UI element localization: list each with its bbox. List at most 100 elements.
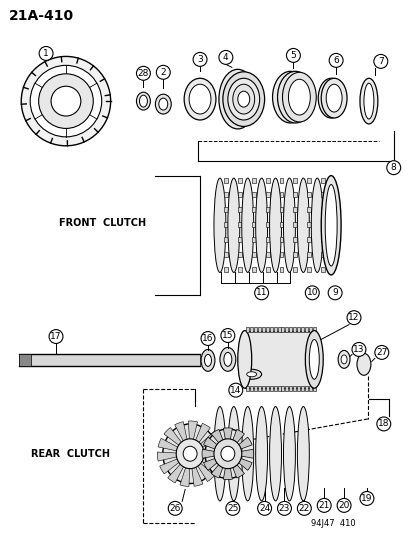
Text: 94J47  410: 94J47 410: [311, 519, 355, 528]
Text: 27: 27: [375, 348, 387, 357]
Bar: [223, 192, 227, 197]
Bar: [279, 207, 283, 212]
Bar: [285, 386, 288, 391]
Wedge shape: [164, 427, 190, 454]
Text: 5: 5: [290, 51, 296, 60]
Text: FRONT  CLUTCH: FRONT CLUTCH: [59, 219, 146, 228]
Ellipse shape: [297, 178, 309, 272]
Wedge shape: [188, 421, 197, 454]
Bar: [320, 267, 325, 272]
Circle shape: [328, 286, 341, 300]
Ellipse shape: [241, 178, 253, 272]
Wedge shape: [203, 437, 227, 454]
Ellipse shape: [283, 178, 295, 272]
Bar: [320, 177, 325, 183]
Bar: [245, 327, 248, 332]
Circle shape: [192, 52, 206, 66]
Bar: [277, 327, 280, 332]
Ellipse shape: [246, 372, 256, 377]
Bar: [253, 386, 256, 391]
Ellipse shape: [214, 407, 225, 501]
Ellipse shape: [340, 355, 346, 364]
Text: 23: 23: [278, 504, 290, 513]
Text: 1: 1: [43, 49, 49, 58]
Text: 20: 20: [337, 501, 349, 510]
Ellipse shape: [21, 56, 110, 146]
Bar: [223, 267, 227, 272]
Bar: [320, 222, 325, 227]
Bar: [251, 222, 255, 227]
Wedge shape: [190, 454, 221, 472]
Ellipse shape: [255, 178, 267, 272]
Circle shape: [225, 502, 239, 515]
Ellipse shape: [325, 184, 336, 266]
Bar: [320, 237, 325, 242]
Wedge shape: [223, 428, 232, 454]
Text: 28: 28: [138, 69, 149, 78]
Text: 18: 18: [377, 419, 389, 429]
Bar: [265, 267, 269, 272]
Ellipse shape: [30, 66, 102, 137]
Ellipse shape: [204, 429, 250, 479]
Wedge shape: [227, 437, 252, 454]
Circle shape: [257, 502, 271, 515]
Wedge shape: [157, 452, 190, 461]
Ellipse shape: [136, 92, 150, 110]
Bar: [244, 330, 313, 388]
Ellipse shape: [214, 178, 225, 272]
Circle shape: [39, 46, 53, 60]
Ellipse shape: [277, 71, 313, 123]
Ellipse shape: [223, 352, 231, 366]
Bar: [293, 237, 297, 242]
Bar: [281, 327, 284, 332]
Ellipse shape: [183, 446, 197, 461]
Ellipse shape: [159, 98, 167, 110]
Wedge shape: [211, 454, 227, 478]
Wedge shape: [203, 454, 227, 470]
Bar: [223, 222, 227, 227]
Text: 6: 6: [332, 56, 338, 65]
Bar: [293, 327, 296, 332]
Bar: [279, 192, 283, 197]
Circle shape: [328, 53, 342, 67]
Bar: [313, 386, 316, 391]
Circle shape: [376, 417, 390, 431]
Circle shape: [168, 502, 182, 515]
Bar: [265, 177, 269, 183]
Bar: [277, 386, 280, 391]
Bar: [306, 252, 311, 257]
Wedge shape: [227, 454, 244, 478]
Ellipse shape: [51, 86, 81, 116]
Circle shape: [221, 328, 234, 343]
Bar: [297, 386, 300, 391]
Circle shape: [386, 161, 400, 175]
Bar: [306, 222, 311, 227]
Ellipse shape: [309, 340, 318, 379]
Ellipse shape: [269, 407, 281, 501]
Ellipse shape: [227, 178, 239, 272]
Bar: [293, 222, 297, 227]
Bar: [223, 177, 227, 183]
Bar: [279, 267, 283, 272]
Ellipse shape: [320, 175, 340, 275]
Bar: [29, 354, 199, 366]
Circle shape: [373, 54, 387, 68]
Bar: [279, 237, 283, 242]
Ellipse shape: [237, 91, 249, 107]
Bar: [320, 192, 325, 197]
Circle shape: [201, 332, 214, 345]
Text: 10: 10: [306, 288, 317, 297]
Ellipse shape: [305, 330, 323, 388]
Bar: [279, 177, 283, 183]
Text: 12: 12: [347, 313, 359, 322]
Bar: [281, 386, 284, 391]
Bar: [223, 207, 227, 212]
Bar: [265, 386, 268, 391]
Ellipse shape: [337, 350, 349, 368]
Ellipse shape: [176, 439, 204, 469]
Bar: [293, 267, 297, 272]
Ellipse shape: [241, 369, 261, 379]
Ellipse shape: [222, 72, 264, 126]
Bar: [251, 177, 255, 183]
Bar: [251, 192, 255, 197]
